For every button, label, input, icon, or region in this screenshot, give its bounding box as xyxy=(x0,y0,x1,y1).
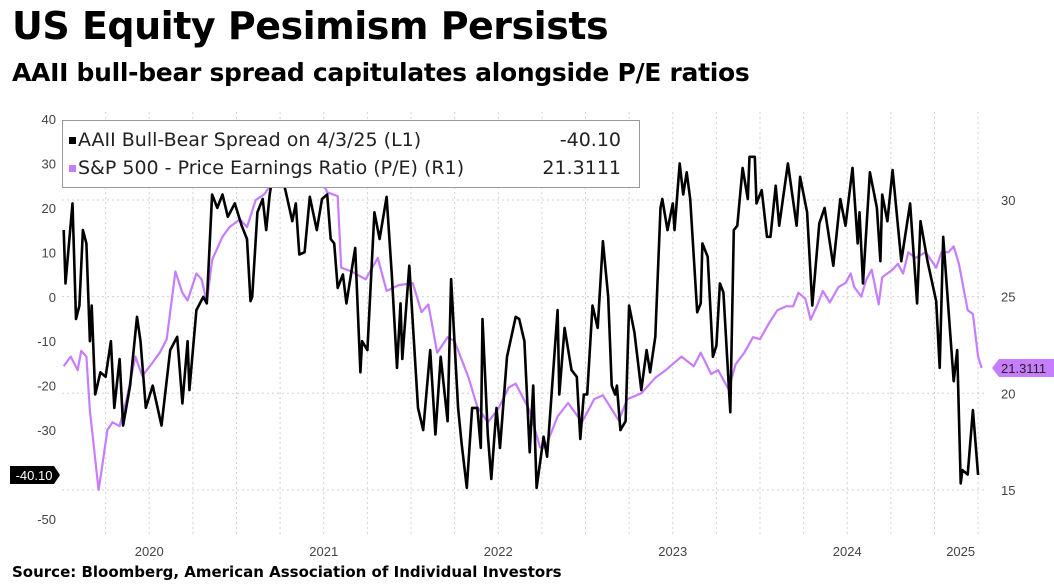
last-value-tag-pe xyxy=(992,358,1054,377)
legend: AAII Bull-Bear Spread on 4/3/25 (L1) -40… xyxy=(62,120,640,188)
right-axis-tick-label: 20 xyxy=(1001,386,1015,401)
left-axis-tick-label: -30 xyxy=(37,423,56,438)
x-axis-tick-label: 2020 xyxy=(135,544,164,559)
chart-title: US Equity Pesimism Persists xyxy=(12,4,609,48)
left-axis-tick-label: 20 xyxy=(42,201,56,216)
left-axis-tick-label: 40 xyxy=(42,112,56,127)
x-axis-tick-label: 2022 xyxy=(484,544,513,559)
left-axis-tick-label: -10 xyxy=(37,334,56,349)
source-note: Source: Bloomberg, American Association … xyxy=(12,563,562,581)
legend-label-pe: S&P 500 - Price Earnings Ratio (P/E) (R1… xyxy=(78,157,465,179)
x-axis-tick-label: 2025 xyxy=(946,544,975,559)
last-value-label-pe: 21.3111 xyxy=(1001,361,1046,376)
left-axis-tick-label: 30 xyxy=(42,156,56,171)
legend-item-pe: S&P 500 - Price Earnings Ratio (P/E) (R1… xyxy=(69,155,631,181)
legend-swatch-spread xyxy=(69,136,76,144)
legend-value-spread: -40.10 xyxy=(559,129,621,151)
x-axis-tick-label: 2024 xyxy=(833,544,862,559)
x-axis-tick-label: 2021 xyxy=(309,544,338,559)
chart-subtitle: AAII bull-bear spread capitulates alongs… xyxy=(12,58,750,87)
last-value-label-spread: -40.10 xyxy=(16,468,53,483)
legend-label-spread: AAII Bull-Bear Spread on 4/3/25 (L1) xyxy=(78,129,422,151)
left-axis-tick-label: -50 xyxy=(37,512,56,527)
legend-value-pe: 21.3111 xyxy=(542,157,621,179)
legend-item-spread: AAII Bull-Bear Spread on 4/3/25 (L1) -40… xyxy=(69,127,631,153)
last-value-tag-spread xyxy=(10,465,60,484)
right-axis-tick-label: 15 xyxy=(1001,483,1015,498)
right-axis-tick-label: 25 xyxy=(1001,290,1015,305)
right-axis-tick-label: 30 xyxy=(1001,193,1015,208)
x-axis-tick-label: 2023 xyxy=(658,544,687,559)
left-axis-tick-label: 10 xyxy=(42,245,56,260)
left-axis-tick-label: 0 xyxy=(49,290,56,305)
legend-swatch-pe xyxy=(69,164,76,172)
series-line-aaii-spread xyxy=(62,148,980,490)
left-axis-tick-label: -20 xyxy=(37,379,56,394)
